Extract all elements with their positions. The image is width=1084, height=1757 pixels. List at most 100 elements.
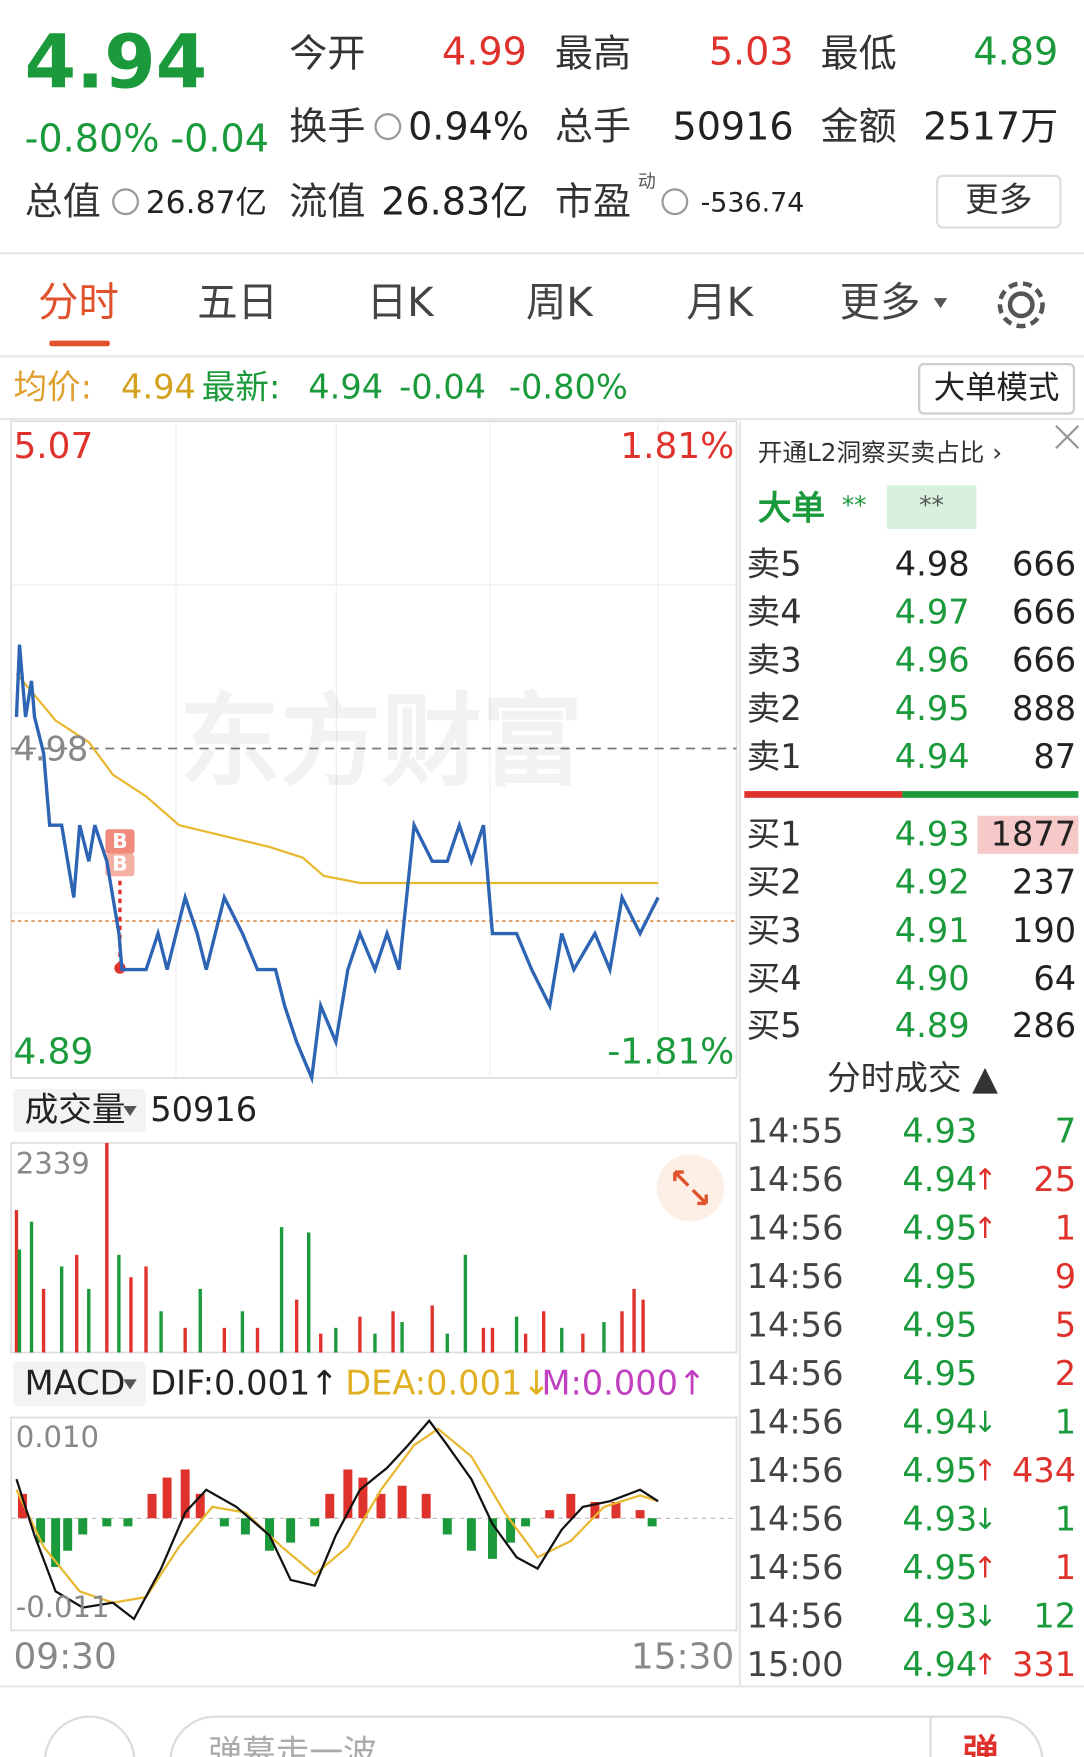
- trade-qty: 1: [1055, 1500, 1076, 1539]
- big-order-value: **: [842, 490, 867, 519]
- macd-bar: [647, 1518, 657, 1527]
- macd-bar: [358, 1477, 368, 1519]
- macd-label: MACD: [25, 1363, 126, 1402]
- macd-bar: [63, 1518, 73, 1551]
- book-label: 买4: [747, 959, 802, 998]
- macd-bar: [36, 1518, 46, 1543]
- macd-bottom-label: -0.011: [16, 1590, 110, 1624]
- tab[interactable]: 更多: [840, 279, 921, 326]
- book-label: 卖3: [747, 641, 802, 680]
- macd-bar: [442, 1518, 452, 1535]
- book-price: 4.89: [895, 1006, 970, 1045]
- tab[interactable]: 月K: [686, 279, 754, 326]
- mode-button: 大单模式: [934, 370, 1060, 406]
- book-qty: 666: [1012, 544, 1076, 583]
- book-label: 卖1: [747, 737, 802, 776]
- avg-label: 均价:: [13, 367, 92, 406]
- volume-bar: [481, 1327, 486, 1353]
- more-button[interactable]: [936, 174, 1062, 229]
- volume-bar: [105, 1142, 109, 1353]
- volume-bar: [391, 1311, 395, 1353]
- volume-bar: [523, 1333, 528, 1353]
- book-price: 4.96: [895, 641, 970, 680]
- buy-marker: B: [112, 829, 127, 853]
- macd-bar: [147, 1493, 157, 1519]
- trade-price: 4.95: [902, 1305, 977, 1344]
- quote-field: 0.94%: [408, 104, 529, 148]
- volume-bar: [129, 1277, 133, 1353]
- volume-bar: [632, 1288, 636, 1353]
- change-pct: -0.80%: [25, 117, 160, 161]
- volume-bar: [159, 1311, 163, 1353]
- volume-bar: [75, 1254, 79, 1353]
- trade-price: 4.95: [902, 1548, 977, 1587]
- trade-time: 14:56: [747, 1402, 844, 1441]
- book-price: 4.94: [895, 737, 970, 776]
- change: -0.04: [170, 117, 269, 161]
- watermark: 东方财富: [179, 682, 583, 800]
- trade-time: 14:56: [747, 1548, 844, 1587]
- trade-time: 14:56: [747, 1354, 844, 1393]
- macd-bar: [487, 1518, 497, 1559]
- tab[interactable]: 五日: [197, 279, 278, 326]
- avg-value: 4.94: [121, 367, 196, 406]
- macd-bar: [18, 1493, 27, 1519]
- book-label: 买2: [747, 863, 802, 902]
- mode-button[interactable]: [918, 363, 1076, 415]
- trade-time: 15:00: [747, 1645, 844, 1684]
- volume-bar: [560, 1327, 564, 1353]
- time-start: 09:30: [13, 1636, 116, 1677]
- trade-price: 4.93: [902, 1111, 977, 1150]
- trade-dir: ↓: [973, 1405, 997, 1439]
- dea-text: DEA:0.001↓: [345, 1363, 550, 1402]
- send-button[interactable]: 弹: [963, 1733, 999, 1757]
- macd-top-label: 0.010: [16, 1420, 99, 1454]
- book-label: 买3: [747, 911, 802, 950]
- price-line: [14, 644, 660, 1085]
- volume-bar: [294, 1299, 299, 1353]
- volume-bar: [581, 1333, 585, 1353]
- tab[interactable]: 分时: [38, 279, 119, 326]
- settings-icon[interactable]: [997, 281, 1045, 329]
- tab[interactable]: 周K: [526, 279, 594, 326]
- trade-qty: 9: [1055, 1257, 1076, 1296]
- macd-bar: [51, 1518, 61, 1567]
- volume-bar: [319, 1333, 323, 1353]
- book-qty: 237: [1012, 863, 1076, 902]
- macd-bar: [180, 1469, 190, 1519]
- trade-qty: 7: [1055, 1111, 1076, 1150]
- comment-input[interactable]: [169, 1715, 1044, 1757]
- trade-dir: ↓: [973, 1599, 997, 1633]
- macd-bar: [325, 1493, 335, 1519]
- tab[interactable]: 日K: [367, 279, 435, 326]
- trade-dir: ↑: [973, 1453, 997, 1487]
- macd-bar: [421, 1493, 431, 1519]
- book-qty: 190: [1012, 911, 1076, 950]
- book-qty: 666: [1012, 593, 1076, 632]
- macd-bar: [590, 1501, 600, 1519]
- trade-price: 4.95: [902, 1208, 977, 1247]
- volume-bar: [463, 1254, 468, 1353]
- quote-field: -536.74: [701, 187, 805, 218]
- y-top-label: 5.07: [13, 426, 93, 467]
- book-qty: 1877: [991, 814, 1077, 853]
- volume-bar: [307, 1232, 311, 1353]
- volume-bar: [29, 1221, 34, 1353]
- macd-bar: [219, 1518, 229, 1527]
- trade-qty: 5: [1055, 1305, 1076, 1344]
- macd-bar: [102, 1518, 112, 1527]
- last-price: 4.94: [25, 20, 208, 106]
- volume-bar: [514, 1316, 519, 1353]
- quote-field: 总手: [555, 104, 631, 148]
- quote-field: 今开: [289, 32, 365, 76]
- quote-field: 市盈: [555, 179, 631, 223]
- macd-bar: [506, 1518, 516, 1543]
- volume-bar: [183, 1327, 187, 1353]
- promo: 开通L2洞察买卖占比 ›: [758, 438, 1002, 467]
- latest-value: 4.94: [308, 367, 383, 406]
- pct-bottom-label: -1.81%: [607, 1031, 734, 1072]
- latest-change: -0.04: [399, 367, 486, 406]
- book-label: 卖4: [747, 593, 802, 632]
- macd-bar: [545, 1510, 555, 1519]
